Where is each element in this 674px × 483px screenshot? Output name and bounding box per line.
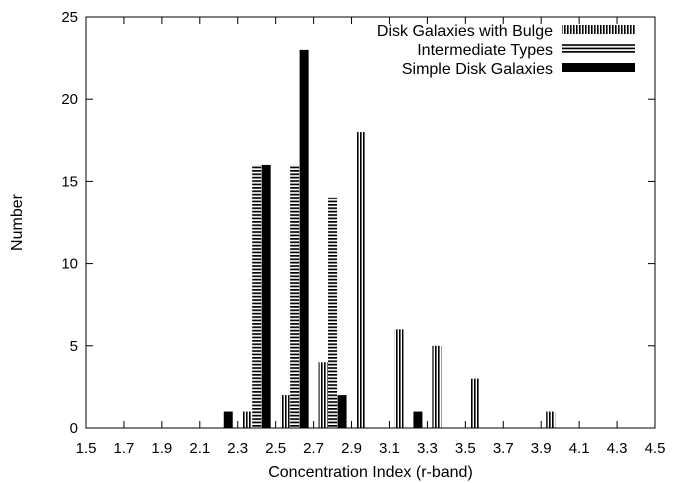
bar-series-1-1	[290, 164, 300, 428]
x-tick-label: 2.7	[303, 440, 324, 457]
y-axis-label: Number	[9, 193, 26, 251]
bar-series-2-1	[261, 164, 271, 428]
bar-series-2-3	[337, 395, 347, 428]
x-tick-label: 3.7	[493, 440, 514, 457]
x-tick-label: 3.3	[417, 440, 438, 457]
bar-series-0-4	[394, 329, 404, 428]
bars-layer	[223, 49, 556, 428]
legend: Disk Galaxies with Bulge Intermediate Typ…	[377, 23, 635, 78]
legend-swatch	[562, 25, 635, 34]
bar-series-0-0	[242, 411, 252, 428]
bar-series-0-7	[546, 411, 556, 428]
x-tick-label: 2.9	[341, 440, 362, 457]
plot-frame	[85, 16, 656, 429]
x-tick-label: 4.1	[569, 440, 590, 457]
x-tick-label: 1.9	[151, 440, 172, 457]
x-tick-label: 2.1	[189, 440, 210, 457]
legend-swatch	[562, 63, 635, 72]
legend-label: Intermediate Types	[417, 42, 553, 59]
bar-series-1-0	[252, 164, 262, 428]
x-tick-labels: 1.5 1.7 1.9 2.1 2.3 2.5 2.7 2.9 3.1 3.3 3.5 3.7 3.9 4…	[76, 440, 666, 457]
y-tick-label: 20	[61, 91, 78, 108]
legend-swatch	[562, 44, 635, 53]
y-tick-label: 15	[61, 173, 78, 190]
x-tick-label: 1.5	[76, 440, 97, 457]
bar-series-2-0	[223, 411, 233, 428]
bar-series-0-5	[432, 345, 442, 428]
y-tick-label: 25	[61, 9, 78, 26]
x-tick-label: 2.3	[227, 440, 248, 457]
bar-series-2-4	[413, 411, 423, 428]
x-tick-label: 4.5	[645, 440, 666, 457]
y-tick-label: 0	[70, 420, 78, 437]
bar-series-1-2	[328, 197, 338, 428]
legend-label: Disk Galaxies with Bulge	[377, 23, 553, 40]
x-tick-label: 2.5	[265, 440, 286, 457]
x-axis-label: Concentration Index (r-band)	[268, 464, 473, 481]
ticks-layer	[85, 16, 656, 429]
x-tick-label: 3.5	[455, 440, 476, 457]
y-tick-labels: 0 5 10 15 20 25	[61, 9, 78, 437]
bar-series-0-1	[280, 395, 290, 428]
bar-series-0-3	[356, 132, 366, 428]
x-tick-label: 3.9	[531, 440, 552, 457]
y-tick-label: 10	[61, 256, 78, 273]
bar-series-0-2	[318, 362, 328, 428]
legend-label: Simple Disk Galaxies	[402, 61, 553, 78]
x-tick-label: 3.1	[379, 440, 400, 457]
bar-series-0-6	[470, 378, 480, 428]
x-tick-label: 1.7	[114, 440, 135, 457]
y-tick-label: 5	[70, 338, 78, 355]
bar-series-2-2	[299, 49, 309, 428]
x-tick-label: 4.3	[607, 440, 628, 457]
